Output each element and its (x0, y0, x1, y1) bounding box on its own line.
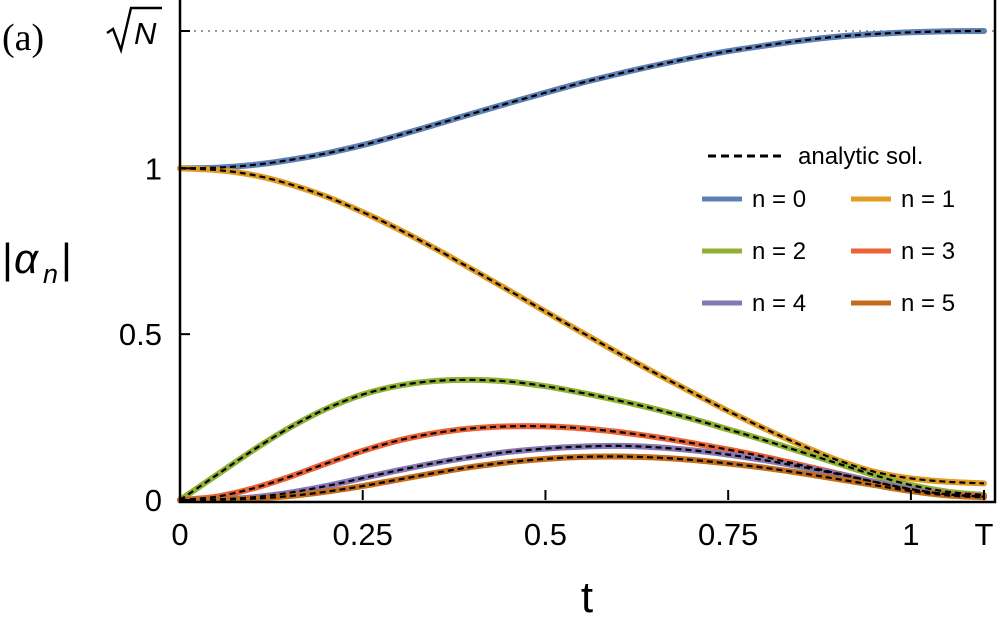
y-axis-title-subscript: n (43, 259, 58, 289)
x-tick-label: 0.25 (333, 517, 393, 552)
radical-sign (106, 6, 162, 55)
y-tick-label: 0 (145, 483, 162, 518)
analytic-line-n2 (179, 378, 985, 501)
y-axis-title: | α n | (2, 235, 72, 289)
legend-analytic-label: analytic sol. (798, 143, 923, 170)
panel-label: (a) (2, 17, 44, 59)
legend-label-n4: n = 4 (752, 290, 806, 317)
analytic-line-n5 (179, 455, 985, 502)
legend-label-n1: n = 1 (901, 186, 955, 213)
x-tick-label: 0.75 (698, 517, 758, 552)
x-axis-title: t (581, 573, 593, 621)
legend-label-n3: n = 3 (901, 238, 955, 265)
y-tick-label-sqrt-n: N (106, 6, 162, 55)
legend-label-n0: n = 0 (752, 186, 806, 213)
plot-frame (178, 0, 997, 504)
x-tick-label: 1 (902, 517, 919, 552)
y-tick-label: 1 (145, 151, 162, 186)
analytic-line-n1 (179, 167, 985, 485)
analytic-solution-layer (179, 29, 985, 502)
analytic-line-n4 (179, 444, 985, 502)
y-tick-label: 0.5 (119, 317, 162, 352)
legend-label-n2: n = 2 (752, 238, 806, 265)
x-tick-label: 0.5 (524, 517, 567, 552)
legend-label-n5: n = 5 (901, 290, 955, 317)
x-tick-label: 0 (171, 517, 188, 552)
y-axis-title-bar-left: | (2, 235, 13, 282)
series-layer (177, 28, 987, 503)
analytic-line-n0 (179, 29, 985, 170)
legend: analytic sol. n = 0 n = 1 n = 2 n = 3 n = 4 n… (702, 143, 955, 317)
radical-n: N (134, 16, 157, 51)
y-axis-title-alpha: α (14, 235, 39, 282)
tick-layer: 0 0.25 0.5 0.75 1 T 0 0.5 1 N (106, 6, 994, 552)
x-tick-label: T (975, 517, 994, 552)
y-axis-title-bar-right: | (61, 235, 72, 282)
series-line-n1 (177, 165, 987, 487)
